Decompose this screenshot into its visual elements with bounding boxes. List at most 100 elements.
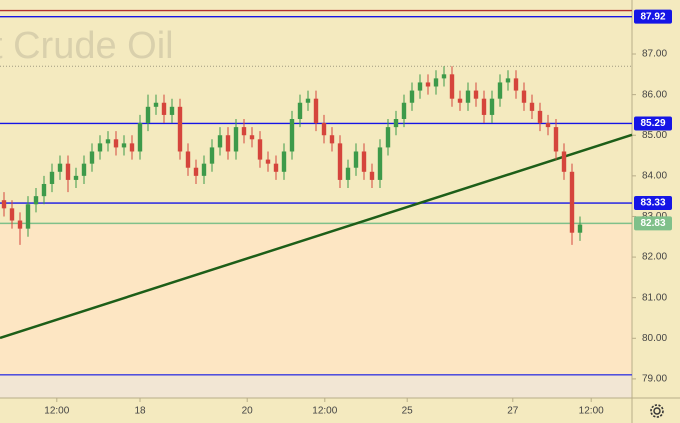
candle-body <box>425 82 431 87</box>
candle-body <box>281 151 287 172</box>
candle-body <box>345 167 351 180</box>
candle-body <box>289 118 295 152</box>
candle-body <box>41 183 47 197</box>
candle-body <box>401 102 407 119</box>
candle-body <box>569 171 575 233</box>
candle-body <box>393 118 399 128</box>
y-tick-label: 87.00 <box>642 49 667 60</box>
candle-body <box>297 102 303 119</box>
y-tick-label: 81.00 <box>642 292 667 303</box>
level-label-box <box>634 116 672 131</box>
candle-body <box>313 98 319 124</box>
x-tick-label: 18 <box>134 406 146 417</box>
candle-body <box>537 110 543 124</box>
settings-icon[interactable] <box>650 404 664 418</box>
candle-body <box>1 200 7 209</box>
candle-body <box>241 127 247 136</box>
candle-body <box>9 208 15 221</box>
candle-body <box>17 220 23 229</box>
x-tick-label: 25 <box>402 406 414 417</box>
level-label: 82.83 <box>640 218 665 229</box>
candle-body <box>433 78 439 87</box>
candle-body <box>505 78 511 83</box>
candle-body <box>73 175 79 180</box>
candle-body <box>553 127 559 152</box>
candle-body <box>265 159 271 164</box>
y-tick-label: 79.00 <box>642 374 667 385</box>
candle-body <box>545 123 551 128</box>
y-tick-label: 82.00 <box>642 252 667 263</box>
candle-body <box>97 143 103 152</box>
candle-body <box>193 167 199 176</box>
y-tick-label: 86.00 <box>642 89 667 100</box>
zone-background <box>0 223 632 375</box>
level-label-box <box>634 216 672 231</box>
candle-body <box>273 163 279 172</box>
x-tick-label: 20 <box>242 406 254 417</box>
level-label-box <box>634 9 672 24</box>
candle-body <box>185 151 191 168</box>
candle-body <box>561 151 567 172</box>
candle-body <box>89 151 95 164</box>
candle-body <box>145 106 151 124</box>
candle-body <box>113 139 119 148</box>
candle-body <box>353 151 359 168</box>
level-label: 85.29 <box>640 118 665 129</box>
candle-body <box>513 78 519 91</box>
candle-body <box>473 90 479 99</box>
candle-body <box>441 74 447 79</box>
y-tick-label: 84.00 <box>642 170 667 181</box>
candle-body <box>497 82 503 99</box>
candle-body <box>377 147 383 180</box>
trendline <box>0 133 633 340</box>
candle-body <box>409 90 415 103</box>
candle-body <box>329 135 335 144</box>
candle-body <box>577 224 583 233</box>
price-axis-bg <box>632 0 680 423</box>
candle-body <box>137 123 143 152</box>
watermark: t Crude Oil <box>0 25 174 67</box>
candle-body <box>321 123 327 136</box>
candle-body <box>257 139 263 160</box>
candle-body <box>449 74 455 99</box>
y-tick-label: 85.00 <box>642 130 667 141</box>
candle-body <box>481 98 487 115</box>
candle-body <box>465 90 471 103</box>
candle-body <box>201 163 207 176</box>
level-label: 87.92 <box>640 11 665 22</box>
candle-body <box>161 102 167 115</box>
candle-body <box>305 98 311 103</box>
level-label-box <box>634 196 672 211</box>
candle-body <box>337 143 343 180</box>
candle-body <box>489 98 495 115</box>
zone-background <box>0 374 632 398</box>
candle-body <box>153 102 159 107</box>
level-label: 83.33 <box>640 198 665 209</box>
candle-body <box>105 139 111 144</box>
candle-body <box>457 98 463 103</box>
candle-body <box>385 127 391 148</box>
candle-body <box>209 147 215 164</box>
candle-body <box>417 82 423 91</box>
x-tick-label: 12:00 <box>579 406 604 417</box>
time-axis-bg <box>0 398 632 423</box>
candle-body <box>369 171 375 180</box>
candle-body <box>529 102 535 111</box>
candle-body <box>233 127 239 152</box>
candle-body <box>121 143 127 148</box>
x-tick-label: 12:00 <box>312 406 337 417</box>
candle-body <box>169 106 175 115</box>
y-tick-label: 80.00 <box>642 333 667 344</box>
candle-body <box>225 135 231 152</box>
candle-body <box>81 163 87 176</box>
candle-body <box>65 163 71 180</box>
x-tick-label: 27 <box>507 406 519 417</box>
candle-body <box>249 135 255 140</box>
candle-body <box>49 171 55 184</box>
candle-body <box>177 106 183 152</box>
candle-body <box>25 204 31 229</box>
candle-body <box>57 163 63 172</box>
candle-body <box>217 135 223 148</box>
candle-body <box>33 196 39 205</box>
